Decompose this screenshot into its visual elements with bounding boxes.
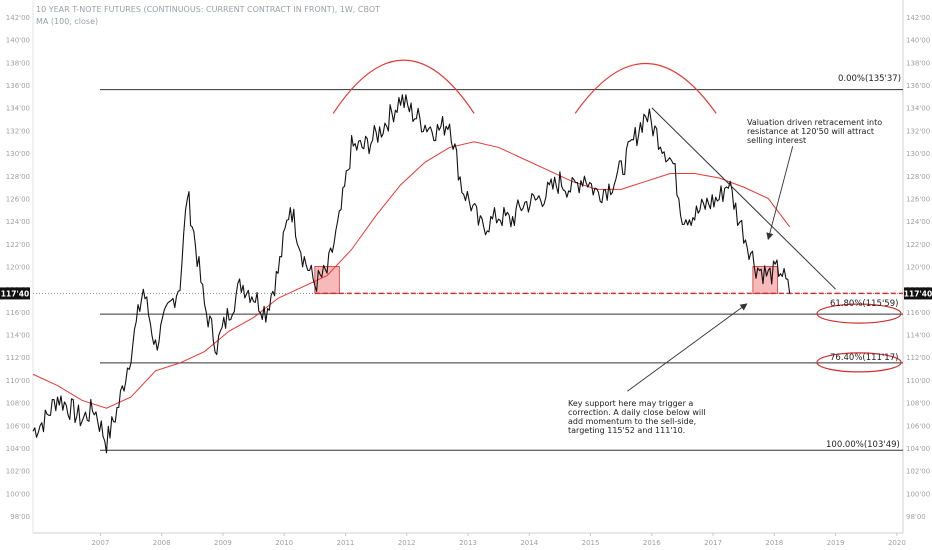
last-price-text-left: 117'40 bbox=[1, 289, 29, 298]
x-tick-label: 2015 bbox=[582, 539, 600, 547]
y-tick-label-right: 124'00 bbox=[906, 218, 930, 226]
x-tick-label: 2020 bbox=[888, 539, 906, 547]
x-tick-label: 2019 bbox=[827, 539, 845, 547]
y-tick-label-left: 142'00 bbox=[6, 14, 30, 22]
y-tick-label-right: 136'00 bbox=[906, 82, 930, 90]
highlight-76-ellipse bbox=[816, 352, 902, 373]
x-tick-label: 2008 bbox=[153, 539, 171, 547]
y-tick-label-left: 102'00 bbox=[6, 468, 30, 476]
y-tick-label-right: 114'00 bbox=[906, 332, 930, 340]
x-tick-label: 2016 bbox=[643, 539, 661, 547]
last-price-text-right: 117'40 bbox=[904, 289, 932, 298]
y-tick-label-right: 112'00 bbox=[906, 354, 930, 362]
y-tick-label-left: 136'00 bbox=[6, 82, 30, 90]
y-tick-label-right: 116'00 bbox=[906, 309, 930, 317]
fib-label-100: 100.00%(103'49) bbox=[826, 440, 900, 450]
descending-trendline bbox=[651, 107, 836, 290]
fib-label-76: 76.40%(111'17) bbox=[830, 353, 899, 363]
x-tick-label: 2014 bbox=[520, 539, 538, 547]
y-tick-label-left: 128'00 bbox=[6, 173, 30, 181]
y-tick-label-right: 128'00 bbox=[906, 173, 930, 181]
y-tick-label-right: 106'00 bbox=[906, 422, 930, 430]
y-tick-label-right: 104'00 bbox=[906, 445, 930, 453]
y-tick-label-left: 126'00 bbox=[6, 195, 30, 203]
y-tick-label-left: 120'00 bbox=[6, 264, 30, 272]
y-tick-label-left: 114'00 bbox=[6, 332, 30, 340]
fib-label-61: 61.80%(115'59) bbox=[830, 299, 899, 309]
y-tick-label-left: 130'00 bbox=[6, 150, 30, 158]
y-tick-label-right: 126'00 bbox=[906, 195, 930, 203]
y-tick-label-right: 142'00 bbox=[906, 14, 930, 22]
y-tick-label-right: 130'00 bbox=[906, 150, 930, 158]
y-tick-label-left: 140'00 bbox=[6, 37, 30, 45]
x-tick-label: 2007 bbox=[91, 539, 109, 547]
y-tick-label-left: 138'00 bbox=[6, 59, 30, 67]
y-tick-label-left: 122'00 bbox=[6, 241, 30, 249]
y-tick-label-right: 102'00 bbox=[906, 468, 930, 476]
y-tick-label-left: 106'00 bbox=[6, 422, 30, 430]
x-tick-label: 2018 bbox=[765, 539, 783, 547]
y-tick-label-left: 100'00 bbox=[6, 490, 30, 498]
highlight-61-ellipse bbox=[816, 303, 902, 324]
valuation-annotation: Valuation driven retracement into resist… bbox=[747, 118, 883, 145]
x-tick-label: 2017 bbox=[704, 539, 722, 547]
x-tick-label: 2013 bbox=[459, 539, 477, 547]
y-tick-label-left: 104'00 bbox=[6, 445, 30, 453]
support-annotation: Key support here may trigger a correctio… bbox=[568, 399, 706, 435]
x-tick-label: 2010 bbox=[275, 539, 293, 547]
x-tick-label: 2009 bbox=[214, 539, 232, 547]
y-tick-label-left: 132'00 bbox=[6, 127, 30, 135]
y-tick-label-right: 120'00 bbox=[906, 264, 930, 272]
y-tick-label-left: 116'00 bbox=[6, 309, 30, 317]
y-tick-label-left: 124'00 bbox=[6, 218, 30, 226]
x-tick-label: 2011 bbox=[337, 539, 355, 547]
last-price-tag-left bbox=[0, 287, 30, 300]
fib-label-0: 0.00%(135'37) bbox=[838, 74, 902, 84]
ma-indicator-label: MA (100, close) bbox=[36, 17, 99, 26]
y-tick-label-right: 134'00 bbox=[906, 105, 930, 113]
y-tick-label-left: 112'00 bbox=[6, 354, 30, 362]
y-tick-label-right: 100'00 bbox=[906, 490, 930, 498]
y-tick-label-right: 140'00 bbox=[906, 37, 930, 45]
price-line bbox=[32, 94, 791, 454]
y-tick-label-right: 138'00 bbox=[906, 59, 930, 67]
ma-line bbox=[32, 141, 791, 409]
y-tick-label-right: 132'00 bbox=[906, 127, 930, 135]
last-price-tag-right bbox=[904, 287, 932, 300]
y-tick-label-right: 108'00 bbox=[906, 400, 930, 408]
valuation-arrow bbox=[766, 146, 794, 241]
support-arrow bbox=[627, 303, 748, 392]
y-tick-label-right: 110'00 bbox=[906, 377, 930, 385]
chart-title: 10 YEAR T-NOTE FUTURES (CONTINUOUS: CURR… bbox=[36, 5, 381, 14]
y-tick-label-right: 98'00 bbox=[906, 513, 926, 521]
y-tick-label-left: 134'00 bbox=[6, 105, 30, 113]
y-tick-label-left: 110'00 bbox=[6, 377, 30, 385]
y-tick-label-left: 98'00 bbox=[10, 513, 30, 521]
x-tick-label: 2012 bbox=[398, 539, 416, 547]
y-tick-label-left: 108'00 bbox=[6, 400, 30, 408]
arc-0 bbox=[332, 59, 475, 114]
y-tick-label-right: 122'00 bbox=[906, 241, 930, 249]
arc-1 bbox=[574, 63, 717, 114]
